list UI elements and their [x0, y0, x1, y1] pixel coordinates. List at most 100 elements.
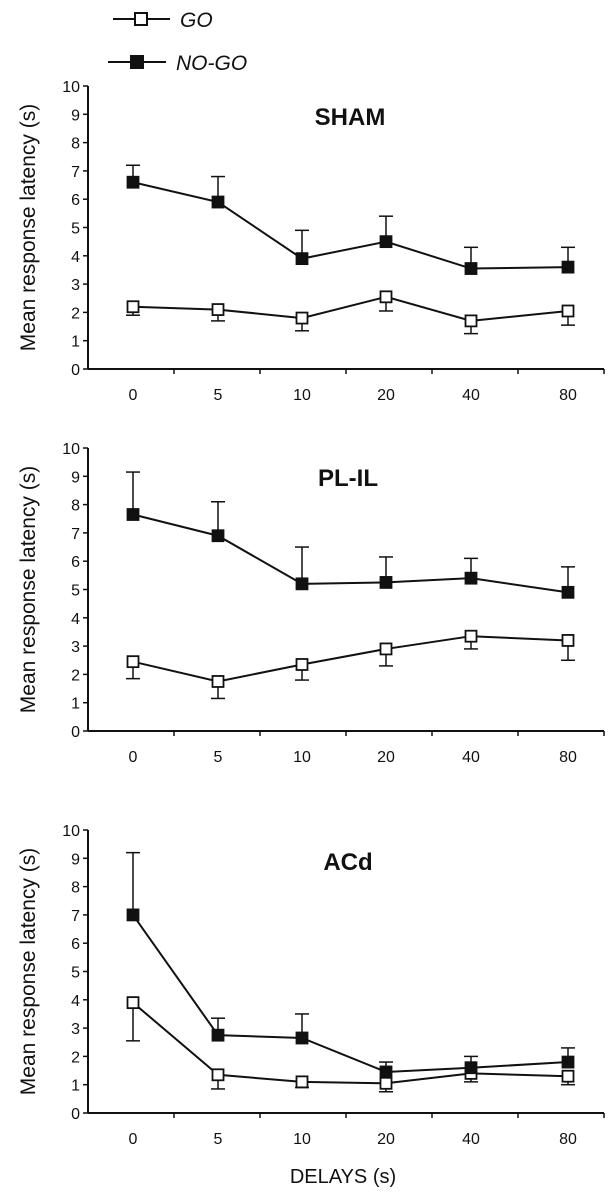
y-tick-label: 5 [71, 965, 80, 982]
data-point-go [379, 290, 393, 304]
x-tick-label: 20 [377, 387, 395, 404]
data-point-no-go [126, 908, 140, 922]
y-tick-label: 8 [71, 136, 80, 153]
y-tick-label: 1 [71, 334, 80, 351]
data-point-no-go [379, 1065, 393, 1079]
data-point-no-go [295, 252, 309, 266]
data-point-no-go [379, 235, 393, 249]
y-tick-label: 6 [71, 554, 80, 571]
x-tick-label: 80 [559, 749, 577, 766]
x-tick-label: 20 [377, 1131, 395, 1148]
x-tick-label: 0 [129, 1131, 138, 1148]
y-tick-label: 1 [71, 696, 80, 713]
y-tick-label: 10 [62, 79, 80, 96]
data-point-go [211, 1068, 225, 1082]
x-tick-label: 0 [129, 387, 138, 404]
data-point-go [295, 1075, 309, 1089]
panel-acd: 0 1 2 3 4 5 6 7 8 9 10 0 5 10 20 40 80 ACd Mean response l… [17, 823, 605, 1148]
legend-go-label: GO [180, 9, 213, 32]
data-point-no-go [464, 571, 478, 585]
series-no-go [126, 164, 575, 275]
data-point-go [211, 303, 225, 316]
legend-nogo-symbol [108, 55, 166, 69]
y-tick-label: 10 [62, 441, 80, 458]
series-go [126, 629, 575, 700]
data-point-no-go [464, 262, 478, 275]
x-tick-label: 80 [559, 387, 577, 404]
data-point-go [379, 1076, 393, 1090]
data-point-go [295, 658, 309, 671]
x-tick-label: 0 [129, 749, 138, 766]
data-point-no-go [211, 195, 225, 209]
y-tick-label: 2 [71, 667, 80, 684]
y-tick-label: 3 [71, 277, 80, 294]
x-tick-label: 40 [462, 1131, 480, 1148]
data-point-go [126, 996, 140, 1010]
series-go [126, 290, 575, 335]
x-tick-label: 10 [293, 1131, 311, 1148]
y-tick-label: 9 [71, 469, 80, 486]
data-point-no-go [295, 577, 309, 591]
series-line-go [132, 635, 569, 683]
data-point-no-go [126, 508, 140, 521]
y-tick-label: 6 [71, 936, 80, 953]
x-tick-label: 5 [214, 387, 223, 404]
y-tick-label: 8 [71, 880, 80, 897]
x-tick-label: 40 [462, 387, 480, 404]
data-point-go [464, 629, 478, 643]
y-tick-label: 3 [71, 639, 80, 656]
y-axis-label: Mean response latency (s) [17, 848, 40, 1095]
y-tick-label: 0 [71, 1106, 80, 1123]
y-tick-label: 0 [71, 362, 80, 379]
panel-title: PL-IL [318, 465, 378, 492]
data-point-no-go [211, 1028, 225, 1042]
y-tick-label: 4 [71, 249, 80, 266]
data-point-go [561, 304, 575, 318]
data-point-go [211, 675, 225, 688]
series-line-no-go [132, 513, 569, 594]
y-tick-label: 5 [71, 221, 80, 238]
x-tick-label: 40 [462, 749, 480, 766]
y-axis-label: Mean response latency (s) [17, 104, 40, 351]
y-tick-label: 3 [71, 1021, 80, 1038]
data-point-go [379, 642, 393, 656]
x-tick-label: 5 [214, 1131, 223, 1148]
data-point-go [126, 300, 140, 314]
data-point-go [295, 311, 309, 325]
y-tick-label: 0 [71, 724, 80, 741]
y-tick-label: 5 [71, 583, 80, 600]
legend-nogo-label: NO-GO [176, 52, 247, 75]
y-tick-label: 9 [71, 107, 80, 124]
y-axis-label: Mean response latency (s) [17, 466, 40, 713]
series-no-go [126, 471, 575, 599]
series-go [126, 996, 575, 1093]
data-point-go [561, 634, 575, 647]
data-point-no-go [561, 585, 575, 599]
series-no-go [126, 851, 575, 1079]
data-point-no-go [561, 260, 575, 274]
series-line-no-go [132, 914, 569, 1073]
y-tick-label: 8 [71, 498, 80, 515]
panel-pl-il: 0 1 2 3 4 5 6 7 8 9 10 0 5 10 20 40 80 PL-IL Mean response… [17, 441, 605, 766]
y-tick-label: 1 [71, 1078, 80, 1095]
x-tick-label: 5 [214, 749, 223, 766]
series-line-go [132, 1001, 569, 1085]
data-point-no-go [295, 1031, 309, 1045]
data-point-no-go [464, 1061, 478, 1075]
data-point-go [126, 655, 140, 669]
x-axis-label: DELAYS (s) [290, 1166, 396, 1188]
data-point-no-go [126, 175, 140, 189]
y-tick-label: 7 [71, 164, 80, 181]
panel-title: SHAM [315, 104, 386, 131]
panel-title: ACd [323, 849, 372, 876]
y-tick-label: 10 [62, 823, 80, 840]
y-tick-label: 7 [71, 908, 80, 925]
x-tick-label: 20 [377, 749, 395, 766]
legend: GO NO-GO [108, 9, 247, 75]
y-tick-label: 9 [71, 851, 80, 868]
legend-go-symbol [113, 12, 170, 26]
y-tick-label: 4 [71, 993, 80, 1010]
data-point-no-go [379, 576, 393, 589]
